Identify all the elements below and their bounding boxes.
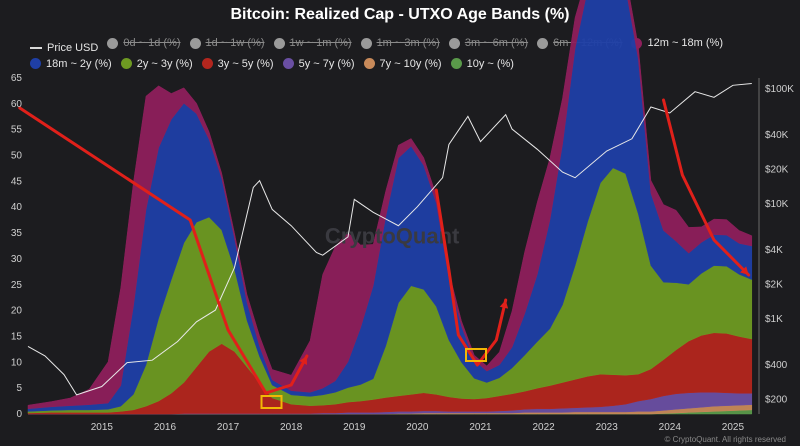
- y-left-tick: 10: [11, 357, 23, 368]
- legend-swatch: [537, 37, 549, 49]
- legend-swatch: [189, 37, 201, 49]
- y-right-tick: $1K: [765, 314, 783, 325]
- legend-swatch: [273, 37, 285, 49]
- legend-label: 12m ~ 18m (%): [647, 37, 723, 49]
- y-right-tick: $20K: [765, 165, 789, 176]
- legend-label: 7y ~ 10y (%): [379, 57, 442, 70]
- y-left-tick: 35: [11, 228, 23, 239]
- legend-item-3[interactable]: 1w ~ 1m (%): [273, 35, 352, 51]
- y-left-tick: 30: [11, 254, 23, 265]
- x-tick: 2020: [406, 422, 429, 433]
- legend-label: 18m ~ 2y (%): [46, 57, 112, 70]
- legend-item-12[interactable]: 7y ~ 10y (%): [363, 56, 442, 72]
- legend-swatch: [120, 58, 132, 69]
- y-left-tick: 20: [11, 306, 23, 317]
- y-right-tick: $200: [765, 395, 788, 406]
- legend-swatch: [30, 58, 41, 69]
- y-left-tick: 65: [11, 73, 23, 84]
- legend-item-13[interactable]: 10y ~ (%): [450, 56, 514, 72]
- y-right-tick: $4K: [765, 245, 783, 256]
- legend-swatch: [282, 58, 294, 69]
- legend-swatch: [107, 37, 119, 49]
- x-tick: 2022: [532, 422, 555, 433]
- legend-label: Price USD: [47, 41, 99, 54]
- chart-footer: © CryptoQuant. All rights reserved: [664, 435, 786, 444]
- x-tick: 2019: [343, 422, 366, 433]
- y-left-tick: 25: [11, 280, 23, 291]
- y-right-tick: $10K: [765, 199, 789, 210]
- price-line: [27, 83, 752, 396]
- x-tick: 2023: [596, 422, 619, 433]
- y-left-tick: 15: [11, 331, 23, 342]
- y-left-tick: 0: [16, 409, 22, 420]
- x-tick: 2025: [722, 422, 745, 433]
- y-right-tick: $100K: [765, 84, 794, 95]
- legend-label: 1d ~ 1w (%): [205, 37, 265, 49]
- legend-label: 1m ~ 3m (%): [376, 37, 440, 49]
- legend-swatch: [201, 58, 213, 69]
- legend-item-2[interactable]: 1d ~ 1w (%): [189, 35, 265, 51]
- trend-arrow-head-1: [299, 356, 307, 365]
- low-highlight-2: [465, 348, 487, 362]
- legend-swatch: [450, 58, 462, 69]
- y-left-tick: 5: [16, 383, 22, 394]
- legend-item-8[interactable]: 18m ~ 2y (%): [30, 56, 112, 72]
- y-left-tick: 40: [11, 202, 23, 213]
- chart-legend: Price USD 0d ~ 1d (%) 1d ~ 1w (%) 1w ~ 1m (…: [30, 35, 790, 74]
- x-tick: 2018: [280, 422, 303, 433]
- y-right-tick: $2K: [765, 280, 783, 291]
- chart-title: Bitcoin: Realized Cap - UTXO Age Bands (…: [230, 6, 570, 23]
- trend-arrow-head-2: [499, 300, 509, 309]
- trend-arrow-3: [662, 98, 751, 277]
- y-left-tick: 55: [11, 125, 23, 136]
- y-left-tick: 50: [11, 151, 23, 162]
- footer-text: CryptoQuant. All rights reserved: [672, 435, 786, 444]
- legend-label: 10y ~ (%): [466, 57, 514, 70]
- legend-item-4[interactable]: 1m ~ 3m (%): [360, 35, 440, 51]
- legend-label: 0d ~ 1d (%): [123, 37, 181, 49]
- legend-item-11[interactable]: 5y ~ 7y (%): [282, 56, 355, 72]
- legend-label: 1w ~ 1m (%): [289, 37, 352, 49]
- legend-label: 2y ~ 3y (%): [136, 57, 193, 70]
- watermark: CryptoQuant: [325, 223, 460, 248]
- legend-item-10[interactable]: 3y ~ 5y (%): [201, 56, 274, 72]
- x-tick: 2021: [469, 422, 492, 433]
- legend-swatch: [360, 37, 372, 49]
- legend-item-5[interactable]: 3m ~ 6m (%): [448, 35, 529, 51]
- legend-swatch: [30, 46, 42, 49]
- area-12m-18m-: [27, 0, 753, 410]
- y-right-tick: $400: [765, 360, 788, 371]
- legend-label: 3y ~ 5y (%): [217, 57, 274, 70]
- x-tick: 2015: [91, 422, 114, 433]
- x-tick: 2017: [217, 422, 240, 433]
- y-left-tick: 45: [11, 176, 23, 187]
- legend-label: 3m ~ 6m (%): [464, 37, 529, 49]
- legend-swatch: [448, 37, 460, 49]
- trend-arrow-1: [18, 106, 309, 395]
- trend-arrow-head-3: [740, 266, 749, 275]
- x-tick: 2016: [154, 422, 177, 433]
- legend-swatch: [363, 58, 375, 69]
- y-left-tick: 60: [11, 99, 23, 110]
- x-tick: 2024: [659, 422, 682, 433]
- legend-item-1[interactable]: 0d ~ 1d (%): [107, 35, 181, 51]
- y-right-tick: $40K: [765, 130, 789, 141]
- legend-label: 5y ~ 7y (%): [298, 57, 355, 70]
- legend-item-9[interactable]: 2y ~ 3y (%): [120, 56, 193, 72]
- legend-item-0[interactable]: Price USD: [30, 40, 98, 56]
- low-highlight-1: [260, 395, 283, 409]
